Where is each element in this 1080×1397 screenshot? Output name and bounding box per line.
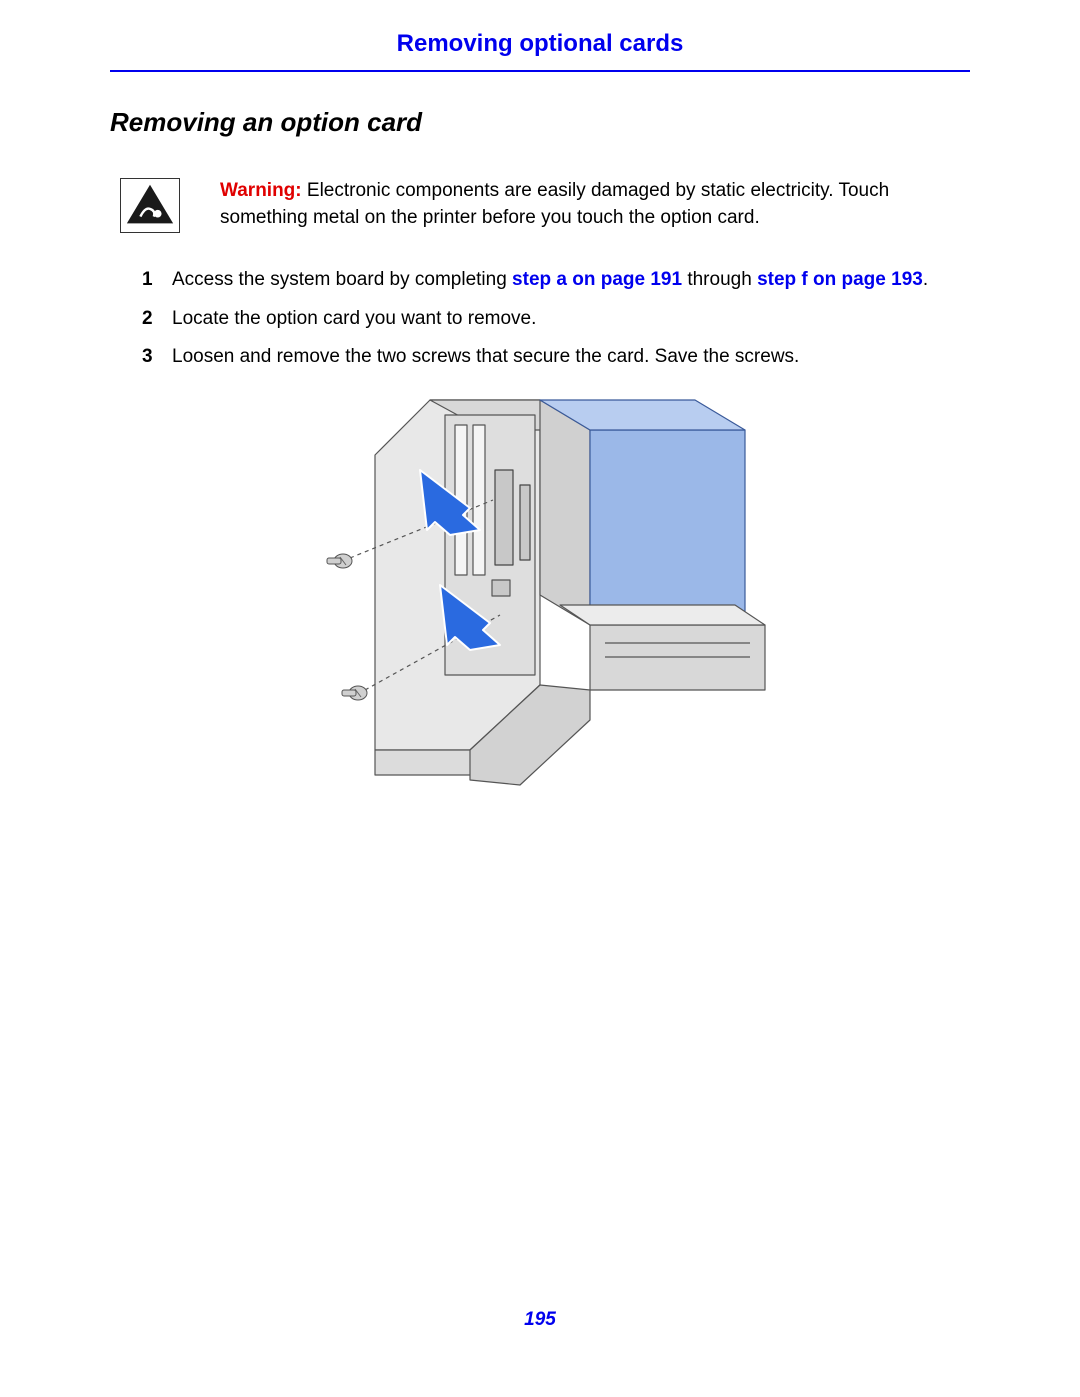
step-item: 3 Loosen and remove the two screws that s…	[142, 345, 970, 370]
step-text: through	[682, 269, 757, 290]
warning-label: Warning:	[220, 180, 302, 201]
step-item: 2 Locate the option card you want to remo…	[142, 307, 970, 332]
cross-reference-link[interactable]: step a on page 191	[512, 269, 682, 290]
page-content: Removing optional cards Removing an opti…	[0, 0, 1080, 830]
step-text: .	[923, 269, 928, 290]
step-number: 3	[142, 345, 157, 370]
page-number: 195	[0, 1309, 1080, 1331]
step-body: Locate the option card you want to remov…	[172, 307, 536, 332]
printer-diagram	[295, 385, 785, 800]
esd-icon	[120, 178, 180, 233]
warning-block: Warning: Electronic components are easil…	[120, 178, 970, 233]
step-item: 1 Access the system board by completing s…	[142, 268, 970, 293]
section-title: Removing an option card	[110, 107, 970, 138]
step-text: Access the system board by completing	[172, 269, 512, 290]
step-number: 2	[142, 307, 157, 332]
warning-body: Electronic components are easily damaged…	[220, 180, 889, 228]
step-number: 1	[142, 268, 157, 293]
page-header-title: Removing optional cards	[110, 30, 970, 72]
cross-reference-link[interactable]: step f on page 193	[757, 269, 923, 290]
step-body: Loosen and remove the two screws that se…	[172, 345, 799, 370]
step-body: Access the system board by completing st…	[172, 268, 928, 293]
warning-text: Warning: Electronic components are easil…	[220, 178, 970, 231]
steps-list: 1 Access the system board by completing s…	[142, 268, 970, 370]
step-text: Locate the option card you want to remov…	[172, 308, 536, 329]
step-text: Loosen and remove the two screws that se…	[172, 346, 799, 367]
